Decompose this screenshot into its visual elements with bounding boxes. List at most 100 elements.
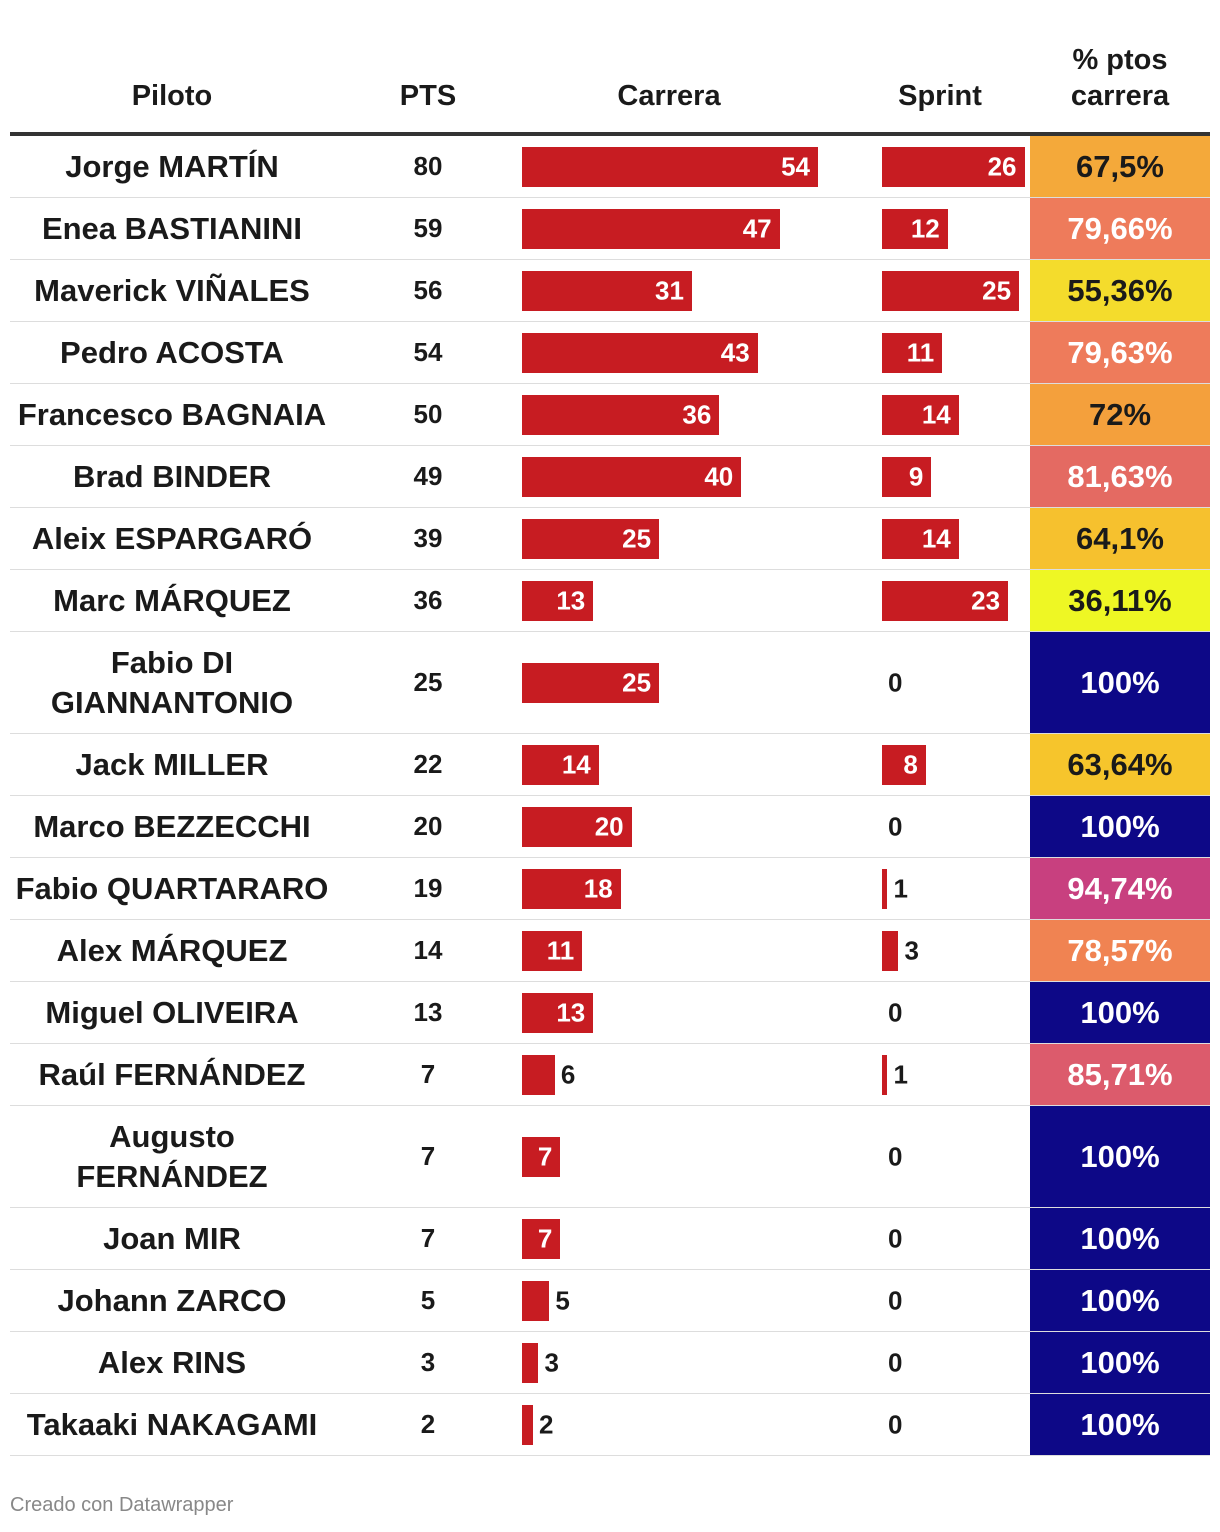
rider-name: Alex RINS (97, 1344, 247, 1380)
total-points: 20 (413, 811, 443, 841)
race-points-percentage: 100% (1030, 632, 1210, 733)
header-carrera: Carrera (617, 80, 721, 112)
carrera-bar-cell: 3 (522, 1332, 872, 1393)
carrera-value: 31 (655, 275, 684, 305)
sprint-bar-cell: 0 (882, 1106, 1022, 1207)
table-row: Joan MIR 7 7 0 100% (10, 1208, 1210, 1270)
sprint-bar (882, 1054, 888, 1095)
sprint-value: 26 (987, 151, 1017, 181)
carrera-bar (522, 1342, 539, 1383)
race-points-percentage: 94,74% (1030, 858, 1210, 919)
carrera-bar (522, 208, 780, 249)
carrera-bar (522, 270, 692, 311)
table-row: Enea BASTIANINI 59 47 12 79,66% (10, 198, 1210, 260)
rider-name: Francesco BAGNAIA (17, 396, 327, 432)
sprint-bar-cell: 12 (882, 198, 1022, 259)
rider-name: Miguel OLIVEIRA (45, 994, 299, 1030)
header-pts: PTS (399, 80, 457, 112)
table-row: Francesco BAGNAIA 50 36 14 72% (10, 384, 1210, 446)
table-row: Marc MÁRQUEZ 36 13 23 36,11% (10, 570, 1210, 632)
carrera-bar (522, 744, 599, 785)
sprint-bar (882, 146, 1025, 187)
rider-name: Pedro ACOSTA (60, 334, 284, 370)
total-points: 39 (413, 523, 443, 553)
sprint-value: 0 (888, 997, 903, 1027)
total-points: 49 (413, 461, 443, 491)
carrera-value: 7 (537, 1141, 553, 1171)
sprint-value: 0 (888, 1223, 903, 1253)
sprint-bar-cell: 26 (882, 136, 1025, 197)
carrera-bar (522, 806, 632, 847)
sprint-bar-cell: 0 (882, 632, 1022, 733)
carrera-bar-cell: 25 (522, 632, 872, 733)
table-row: Raúl FERNÁNDEZ 7 6 1 85,71% (10, 1044, 1210, 1106)
sprint-bar-cell: 0 (882, 1332, 1022, 1393)
carrera-bar (522, 394, 720, 435)
header-pct: % ptos carrera (1030, 42, 1210, 114)
carrera-bar (522, 1136, 561, 1177)
rider-name: Jack MILLER (75, 746, 269, 782)
carrera-bar-cell: 14 (522, 734, 872, 795)
table-row: Marco BEZZECCHI 20 20 0 100% (10, 796, 1210, 858)
sprint-bar (882, 456, 932, 497)
carrera-bar-cell: 25 (522, 508, 872, 569)
sprint-bar-cell: 25 (882, 260, 1022, 321)
race-points-percentage: 100% (1030, 1332, 1210, 1393)
rider-name: Brad BINDER (72, 458, 272, 494)
carrera-bar (522, 518, 660, 559)
table-row: Augusto FERNÁNDEZ 7 7 0 100% (10, 1106, 1210, 1208)
rider-name: Enea BASTIANINI (41, 210, 303, 246)
carrera-bar-cell: 31 (522, 260, 872, 321)
table-row: Alex RINS 3 3 0 100% (10, 1332, 1210, 1394)
carrera-value: 18 (583, 873, 613, 903)
race-points-percentage: 64,1% (1030, 508, 1210, 569)
sprint-bar-cell: 8 (882, 734, 1022, 795)
sprint-bar-cell: 0 (882, 1208, 1022, 1269)
carrera-bar (522, 1218, 561, 1259)
race-points-percentage: 36,11% (1030, 570, 1210, 631)
total-points: 2 (420, 1409, 436, 1439)
carrera-value: 7 (537, 1223, 553, 1253)
total-points: 14 (413, 935, 443, 965)
carrera-value: 40 (704, 461, 734, 491)
table-body: Jorge MARTÍN 80 54 26 67,5% Enea BASTIANINI 59… (10, 136, 1210, 1456)
rider-name: Fabio QUARTARARO (15, 870, 329, 906)
sprint-bar-cell: 3 (882, 920, 1022, 981)
carrera-bar-cell: 13 (522, 982, 872, 1043)
sprint-bar-cell: 1 (882, 1044, 1022, 1105)
rider-name: Jorge MARTÍN (65, 148, 279, 184)
carrera-value: 47 (742, 213, 772, 243)
rider-name: Marco BEZZECCHI (33, 808, 311, 844)
table-row: Fabio QUARTARARO 19 18 1 94,74% (10, 858, 1210, 920)
total-points: 80 (413, 151, 443, 181)
sprint-bar-cell: 9 (882, 446, 1022, 507)
sprint-bar-cell: 1 (882, 858, 1022, 919)
rider-name: Fabio DI GIANNANTONIO (50, 644, 294, 720)
sprint-value: 23 (971, 585, 1001, 615)
carrera-bar-cell: 18 (522, 858, 872, 919)
sprint-bar (882, 868, 888, 909)
carrera-bar-cell: 5 (522, 1270, 872, 1331)
rider-name: Joan MIR (103, 1220, 241, 1256)
table-row: Jorge MARTÍN 80 54 26 67,5% (10, 136, 1210, 198)
rider-name: Johann ZARCO (57, 1282, 287, 1318)
sprint-bar (882, 208, 948, 249)
table-row: Brad BINDER 49 40 9 81,63% (10, 446, 1210, 508)
table-row: Alex MÁRQUEZ 14 11 3 78,57% (10, 920, 1210, 982)
carrera-value: 13 (556, 585, 586, 615)
race-points-percentage: 79,63% (1030, 322, 1210, 383)
carrera-bar (522, 1404, 533, 1445)
sprint-value: 14 (921, 399, 951, 429)
carrera-value: 54 (781, 151, 810, 181)
sprint-bar (882, 270, 1020, 311)
total-points: 13 (413, 997, 443, 1027)
sprint-value: 3 (904, 935, 919, 965)
sprint-bar-cell: 14 (882, 508, 1022, 569)
carrera-bar (522, 580, 594, 621)
carrera-bar (522, 332, 758, 373)
rider-name: Maverick VIÑALES (34, 272, 310, 308)
race-points-percentage: 55,36% (1030, 260, 1210, 321)
sprint-bar-cell: 0 (882, 982, 1022, 1043)
standings-table: Piloto PTS Carrera Sprint % ptos carrera… (10, 0, 1210, 1456)
total-points: 54 (413, 337, 443, 367)
